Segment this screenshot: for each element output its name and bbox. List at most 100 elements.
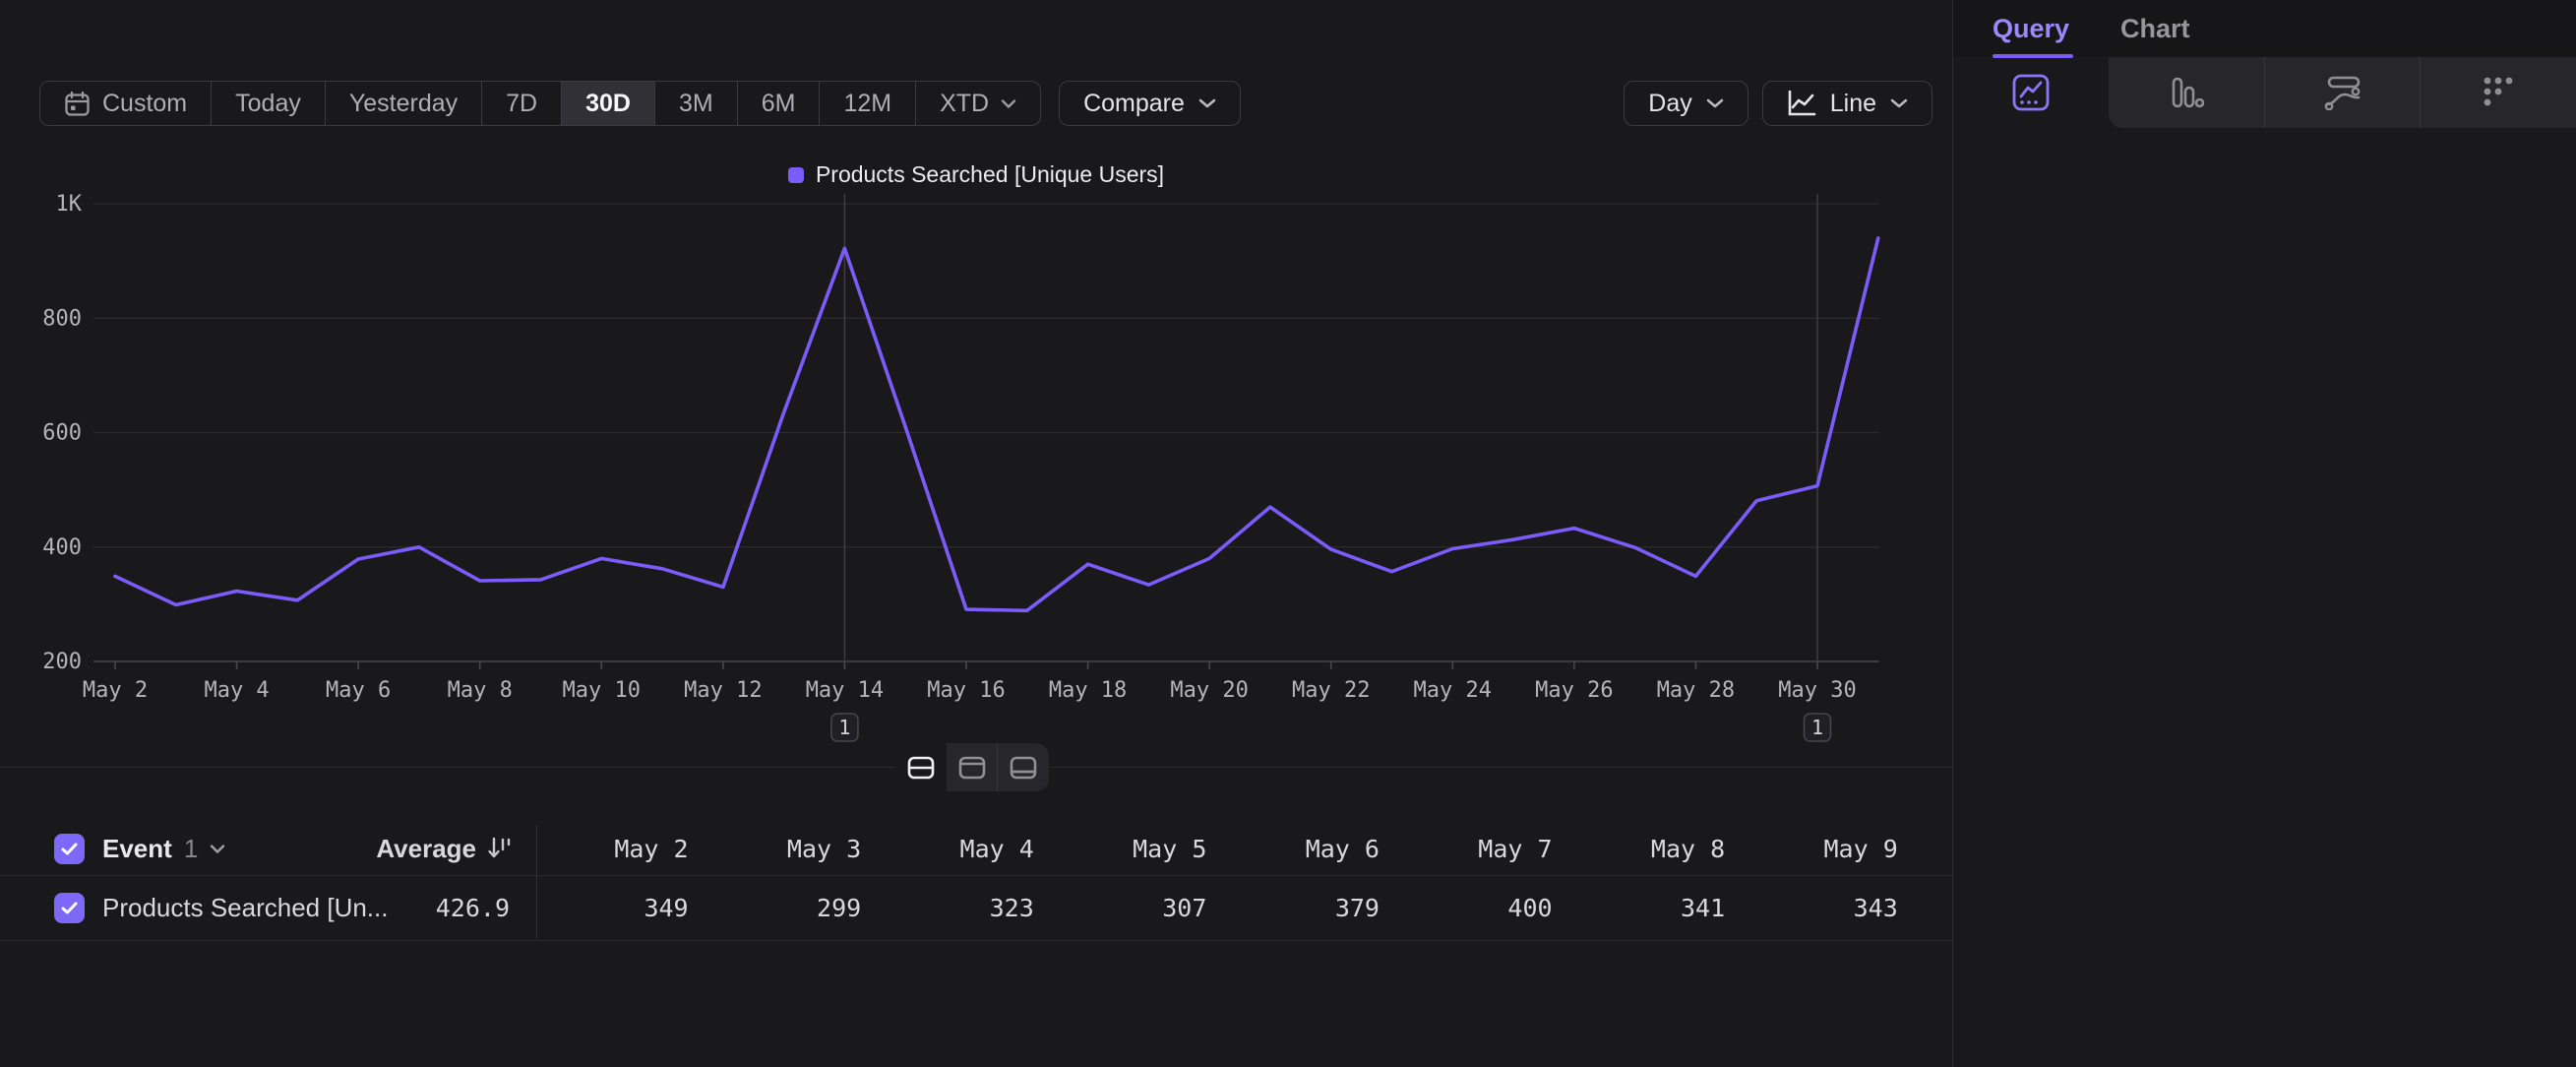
series-line xyxy=(113,236,1880,613)
row-average-value: 426.9 xyxy=(435,894,510,922)
table-header-row: Event 1 Average May 2 May 3 May 4 May 5 May … xyxy=(0,822,1952,875)
date-column-header[interactable]: May 7 xyxy=(1478,834,1553,863)
value-cell: 307 xyxy=(1162,894,1207,922)
x-axis-label: May 8 xyxy=(448,678,513,703)
event-column-header[interactable]: Event 1 xyxy=(102,834,225,864)
date-headers: May 2 May 3 May 4 May 5 May 6 May 7 May 8 May 9 xyxy=(536,835,1919,863)
granularity-button[interactable]: Day xyxy=(1624,81,1748,126)
annotation-badge[interactable] xyxy=(1803,713,1832,742)
range-label: 7D xyxy=(506,89,538,117)
value-cell: 341 xyxy=(1681,894,1726,922)
range-label: Yesterday xyxy=(348,89,459,117)
date-column-header[interactable]: May 3 xyxy=(786,834,862,863)
results-table: Event 1 Average May 2 May 3 May 4 May 5 May … xyxy=(0,822,1952,941)
range-button-today[interactable]: Today xyxy=(212,82,326,125)
date-column-header[interactable]: May 4 xyxy=(959,834,1034,863)
check-icon xyxy=(61,843,78,854)
layout-split-icon xyxy=(907,756,935,779)
layout-table-only-button[interactable] xyxy=(998,743,1049,791)
x-axis-label: May 14 xyxy=(806,678,884,703)
tab-chart[interactable]: Chart xyxy=(2120,14,2190,43)
range-button-6m[interactable]: 6M xyxy=(738,82,821,125)
chevron-down-icon xyxy=(1001,98,1016,108)
y-axis-label: 1K xyxy=(56,192,83,217)
date-column-header[interactable]: May 6 xyxy=(1305,834,1380,863)
value-cell: 323 xyxy=(989,894,1034,922)
layout-chart-only-button[interactable] xyxy=(947,743,999,791)
insights-icon xyxy=(2012,74,2050,111)
range-button-12m[interactable]: 12M xyxy=(820,82,917,125)
flows-icon xyxy=(2324,76,2360,110)
range-button-custom[interactable]: Custom xyxy=(40,82,213,125)
row-series-name: Products Searched [Un... xyxy=(102,893,389,922)
range-label: 6M xyxy=(761,89,796,117)
chart-type-label: Line xyxy=(1829,89,1876,117)
range-button-7d[interactable]: 7D xyxy=(482,82,563,125)
date-column-header[interactable]: May 9 xyxy=(1823,834,1898,863)
column-divider xyxy=(536,825,537,939)
value-cell: 400 xyxy=(1507,894,1553,922)
row-checkbox[interactable] xyxy=(54,893,85,923)
x-axis-label: May 22 xyxy=(1292,678,1370,703)
x-axis-label: May 4 xyxy=(204,678,269,703)
x-axis-label: May 30 xyxy=(1778,678,1856,703)
compare-button[interactable]: Compare xyxy=(1059,81,1241,126)
tab-insights[interactable] xyxy=(1953,57,2109,128)
layout-bottom-icon xyxy=(1010,756,1037,779)
x-axis-label: May 16 xyxy=(927,678,1005,703)
event-label: Event xyxy=(102,833,172,863)
range-button-3m[interactable]: 3M xyxy=(655,82,738,125)
grid-dots-icon xyxy=(2484,77,2513,106)
layout-toggle-group xyxy=(895,743,1049,791)
chart-legend[interactable]: Products Searched [Unique Users] xyxy=(0,161,1952,188)
select-all-checkbox[interactable] xyxy=(54,833,85,864)
analysis-tabs-inactive-group xyxy=(2109,57,2576,128)
date-column-header[interactable]: May 5 xyxy=(1133,834,1207,863)
chart-type-button[interactable]: Line xyxy=(1761,81,1932,126)
value-cell: 343 xyxy=(1853,894,1898,922)
range-label: 12M xyxy=(843,89,892,117)
y-axis-label: 600 xyxy=(42,421,82,446)
value-cell: 349 xyxy=(644,894,689,922)
x-axis-label: May 18 xyxy=(1049,678,1127,703)
range-button-xtd[interactable]: XTD xyxy=(916,82,1040,125)
query-panel: Query Chart Metrics xyxy=(1953,0,2576,1067)
calendar-icon xyxy=(65,91,90,116)
annotation-badge[interactable] xyxy=(830,713,859,742)
layout-top-icon xyxy=(958,756,985,779)
range-label: 30D xyxy=(585,89,631,117)
event-count: 1 xyxy=(183,833,199,863)
x-axis-label: May 6 xyxy=(326,678,391,703)
tab-funnels[interactable] xyxy=(2109,57,2264,128)
tab-query[interactable]: Query xyxy=(1993,14,2074,58)
chevron-down-icon xyxy=(1706,98,1723,108)
y-axis-label: 800 xyxy=(42,306,82,331)
tab-flows[interactable] xyxy=(2263,57,2421,128)
tab-more[interactable] xyxy=(2420,57,2576,128)
chevron-down-icon xyxy=(1890,98,1908,108)
range-button-yesterday[interactable]: Yesterday xyxy=(326,82,483,125)
range-label: XTD xyxy=(940,89,990,117)
legend-label: Products Searched [Unique Users] xyxy=(815,161,1165,187)
granularity-label: Day xyxy=(1648,89,1692,117)
average-column-header[interactable]: Average xyxy=(295,834,512,864)
chevron-down-icon xyxy=(211,844,225,853)
compare-label: Compare xyxy=(1083,89,1185,117)
layout-split-button[interactable] xyxy=(895,743,947,791)
funnel-bars-icon xyxy=(2172,77,2204,108)
range-label: 3M xyxy=(678,89,713,117)
date-column-header[interactable]: May 8 xyxy=(1650,834,1726,863)
sort-descending-icon xyxy=(488,837,511,858)
check-icon xyxy=(61,902,78,914)
y-axis-label: 200 xyxy=(42,650,82,674)
x-axis-label: May 26 xyxy=(1535,678,1613,703)
row-values: 349 299 323 307 379 400 341 343 xyxy=(536,894,1919,922)
value-cell: 299 xyxy=(817,894,862,922)
range-button-30d[interactable]: 30D xyxy=(562,82,655,125)
x-axis-label: May 12 xyxy=(684,678,762,703)
date-column-header[interactable]: May 2 xyxy=(614,834,689,863)
main-area: Custom Today Yesterday 7D 30D 3M 6M 12M XTD Comp… xyxy=(0,81,1952,941)
toolbar: Custom Today Yesterday 7D 30D 3M 6M 12M XTD Comp… xyxy=(39,81,1932,126)
